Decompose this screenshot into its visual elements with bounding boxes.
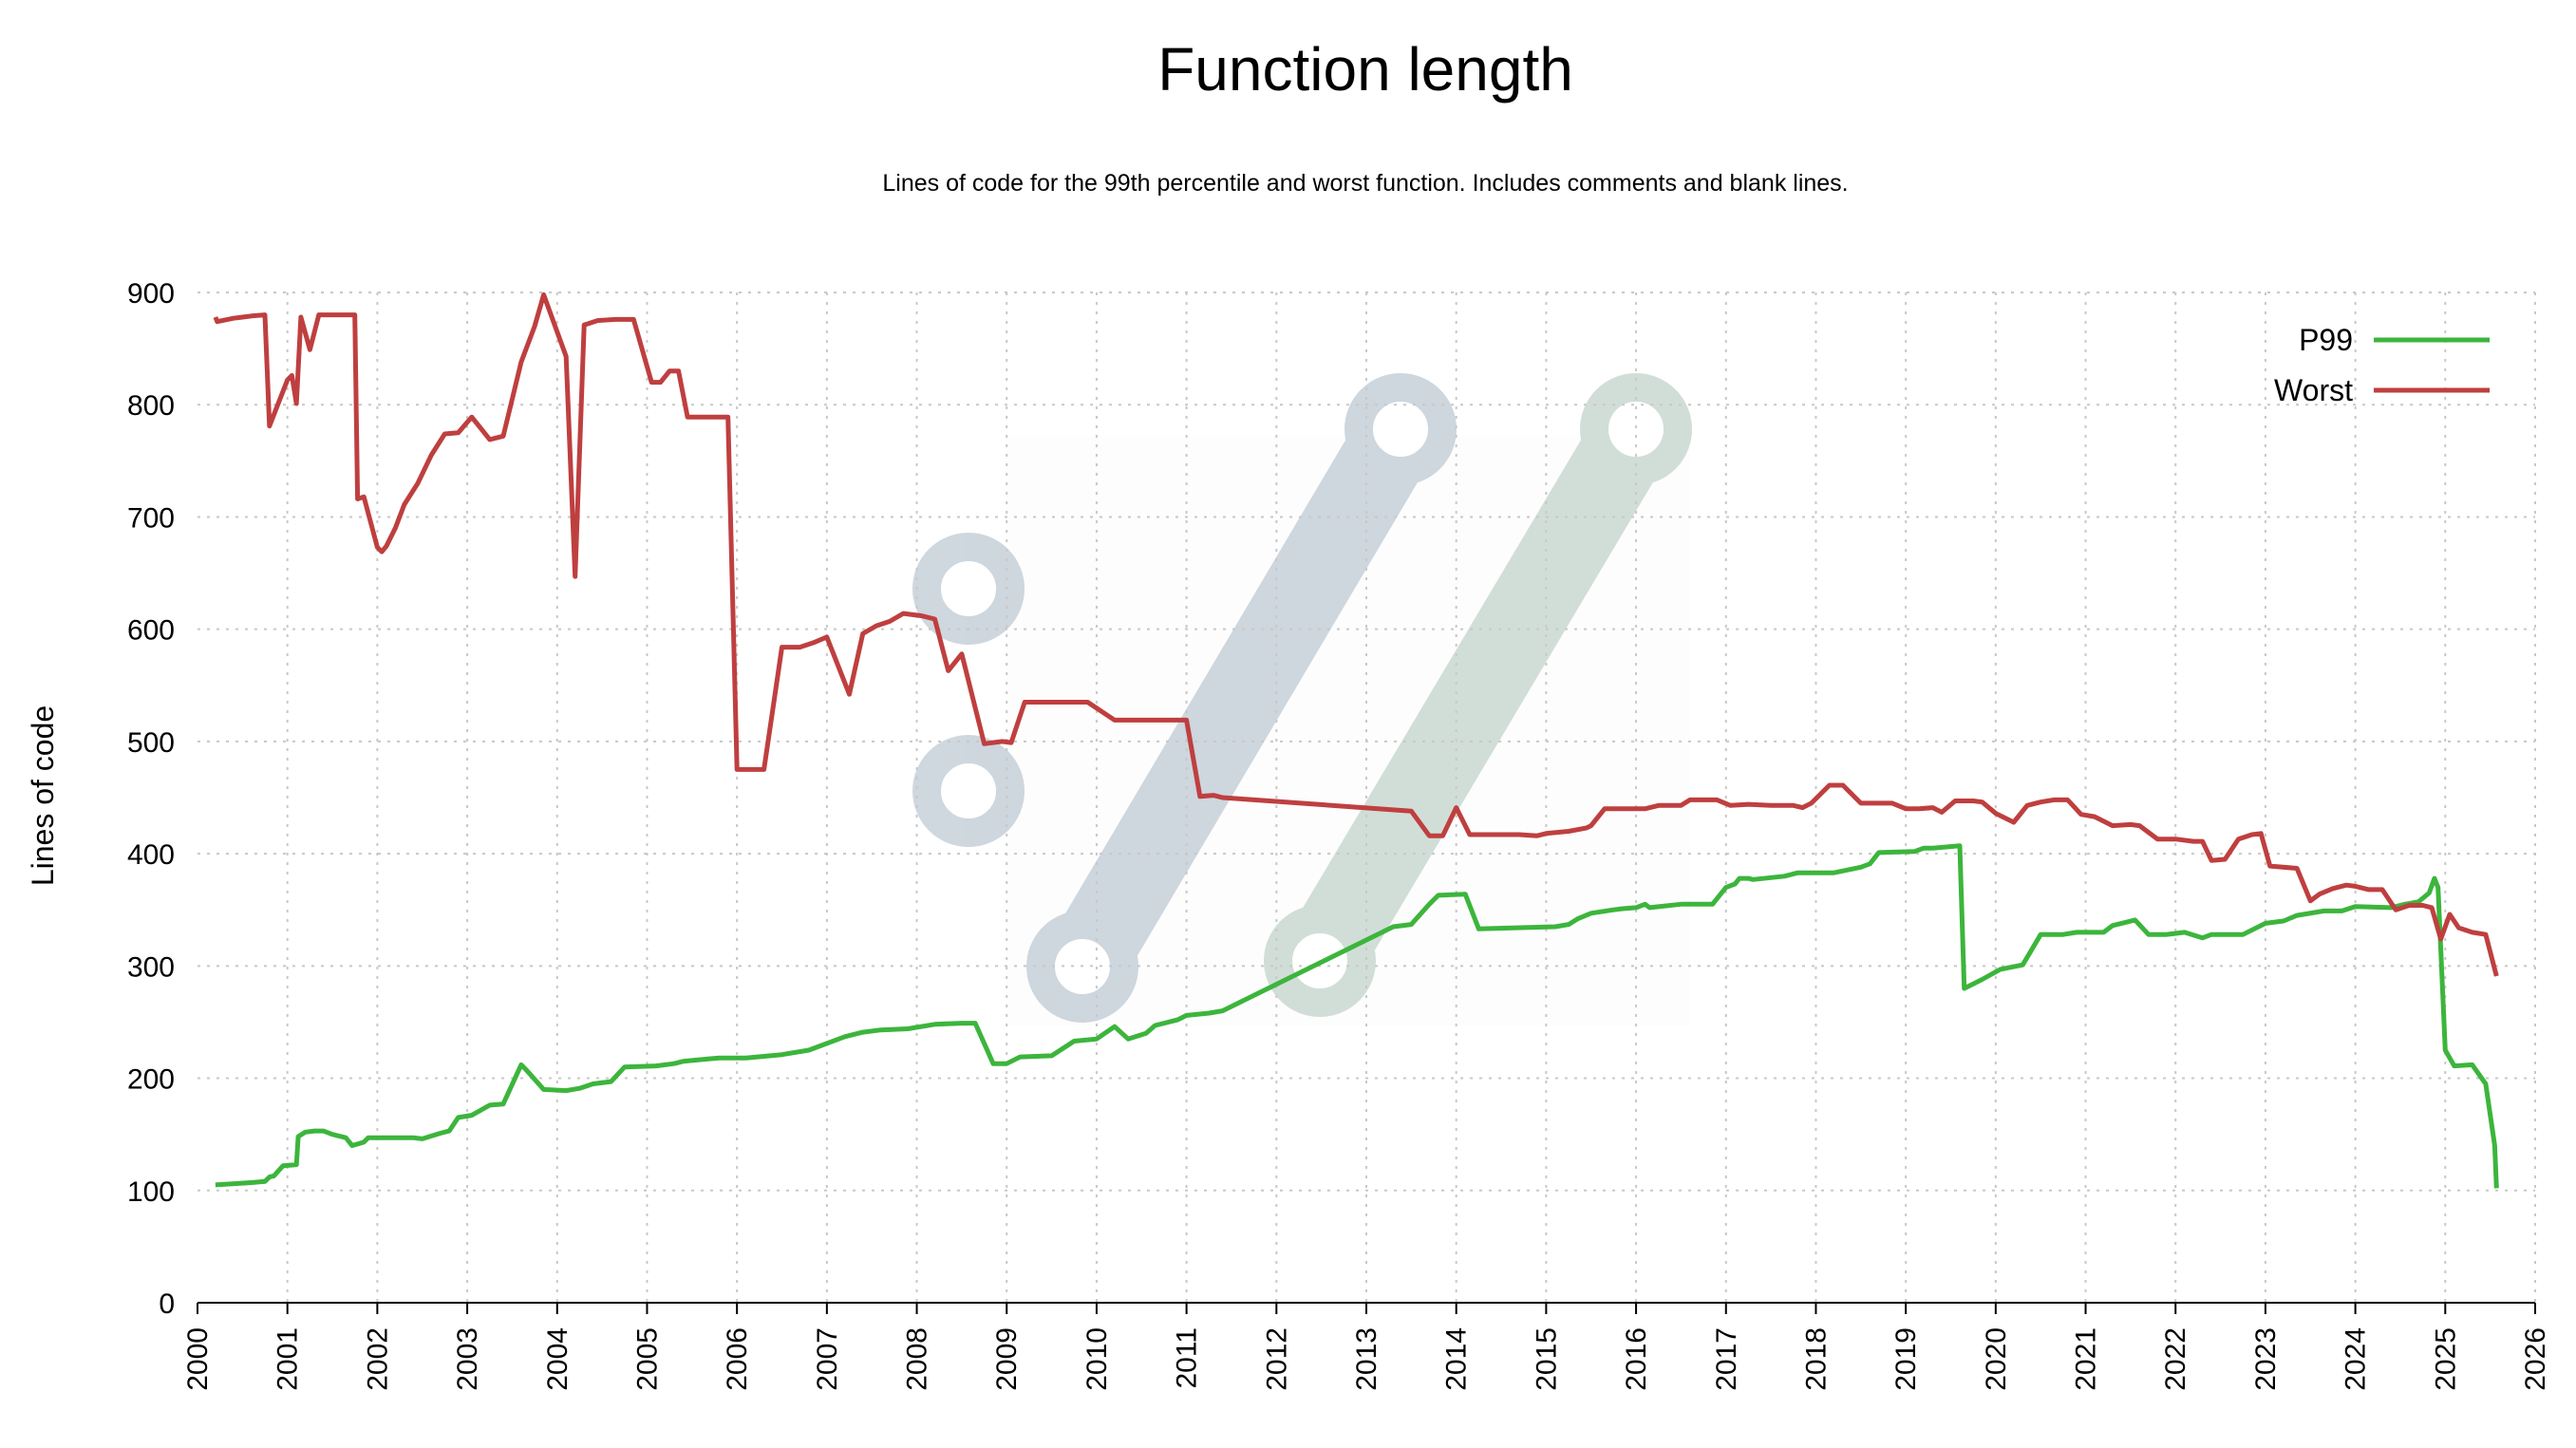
y-tick-label: 0: [159, 1288, 175, 1320]
x-tick-label: 2007: [812, 1327, 843, 1391]
y-tick-label: 600: [127, 615, 175, 647]
x-tick-label: 2019: [1890, 1327, 1922, 1391]
merge-logo-watermark: [912, 373, 1692, 1025]
y-tick-label: 900: [127, 278, 175, 310]
legend: P99 Worst: [2274, 323, 2490, 407]
chart-subtitle: Lines of code for the 99th percentile an…: [882, 170, 1848, 197]
y-tick-label: 300: [127, 951, 175, 983]
series-line-worst: [213, 291, 2499, 977]
x-tick-label: 2006: [722, 1327, 753, 1391]
x-tick-label: 2002: [362, 1327, 393, 1391]
x-tick-label: 2022: [2160, 1327, 2191, 1391]
y-tick-label: 700: [127, 502, 175, 534]
x-tick-label: 2023: [2250, 1327, 2282, 1391]
x-tick-label: 2004: [542, 1327, 573, 1391]
series-lines: [213, 291, 2499, 1189]
x-tick-label: 2026: [2520, 1327, 2551, 1391]
x-tick-label: 2010: [1081, 1327, 1113, 1391]
legend-label-worst: Worst: [2274, 373, 2353, 407]
x-tick-label: 2009: [991, 1327, 1023, 1391]
x-tick-label: 2015: [1531, 1327, 1562, 1391]
x-tick-label: 2025: [2430, 1327, 2461, 1391]
legend-label-p99: P99: [2299, 323, 2353, 357]
x-tick-label: 2016: [1621, 1327, 1652, 1391]
x-tick-label: 2020: [1981, 1327, 2012, 1391]
x-tick-label: 2011: [1172, 1327, 1203, 1389]
x-tick-label: 2005: [631, 1327, 663, 1391]
x-tick-label: 2012: [1261, 1327, 1292, 1391]
y-tick-label: 800: [127, 390, 175, 422]
y-axis-label: Lines of code: [26, 705, 60, 886]
x-tick-label: 2008: [902, 1327, 933, 1391]
x-tick-label: 2003: [452, 1327, 483, 1391]
x-tick-label: 2021: [2071, 1327, 2102, 1391]
x-tick-label: 2024: [2341, 1327, 2372, 1391]
x-tick-label: 2014: [1441, 1327, 1473, 1391]
series-line-p99: [215, 843, 2499, 1189]
y-tick-label: 400: [127, 839, 175, 871]
axes: 0 100 200 300 400 500 600 700 800 900 2000 2001 2002…: [127, 278, 2551, 1391]
y-tick-label: 100: [127, 1176, 175, 1208]
x-tick-label: 2018: [1800, 1327, 1832, 1391]
x-tick-label: 2001: [273, 1327, 304, 1391]
x-tick-label: 2000: [182, 1327, 214, 1391]
chart-title: Function length: [1157, 35, 1573, 103]
x-tick-label: 2017: [1711, 1327, 1742, 1391]
y-tick-label: 200: [127, 1064, 175, 1096]
grid: [197, 291, 2536, 1303]
x-tick-label: 2013: [1351, 1327, 1382, 1391]
y-tick-label: 500: [127, 727, 175, 759]
